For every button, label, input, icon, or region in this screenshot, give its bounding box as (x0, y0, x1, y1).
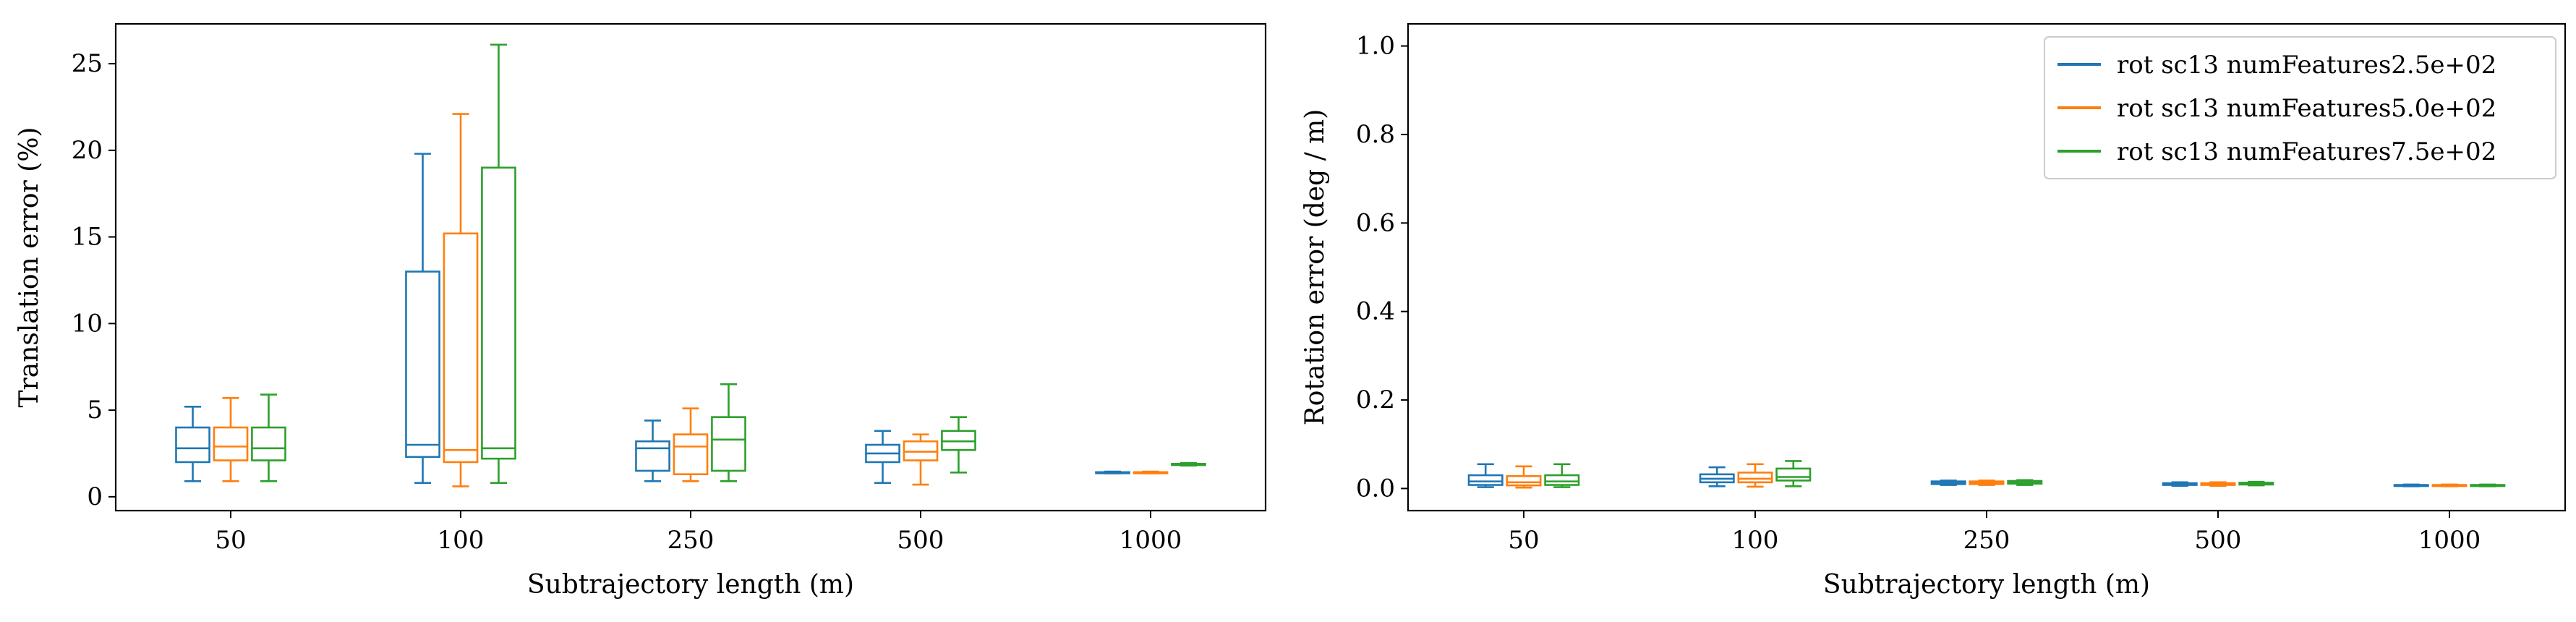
x-tick-label: 500 (2195, 526, 2242, 555)
y-tick-label: 1.0 (1356, 32, 1395, 61)
y-tick-label: 0.0 (1356, 474, 1395, 503)
y-tick-label: 0.8 (1356, 120, 1395, 149)
box-plot (443, 113, 479, 487)
box-plot (1506, 465, 1542, 489)
box-plot (481, 43, 516, 484)
y-tick-label: 5 (87, 396, 103, 425)
x-tick-label: 500 (897, 526, 944, 555)
box-plot (213, 397, 249, 482)
box-plot (941, 416, 976, 474)
x-tick-label: 1000 (1119, 526, 1182, 555)
translation-error-panel: 0 5 10 15 20 25 50 100 250 500 1000 Subtrajectory l… (14, 22, 1267, 600)
box-plot (1775, 460, 1812, 487)
box-plot (1737, 463, 1773, 488)
box-plot (2470, 483, 2506, 487)
legend-frame (2044, 36, 2556, 179)
box-plot (865, 430, 900, 484)
box-plot (1699, 466, 1735, 487)
box-plot (175, 405, 210, 482)
box-plot (2393, 483, 2429, 487)
y-tick-label: 25 (72, 49, 103, 78)
box-plot (2238, 480, 2274, 487)
y-tick-label: 0.6 (1356, 208, 1395, 237)
box-plot (1133, 470, 1169, 474)
box-plot (1467, 463, 1504, 488)
box-plot (251, 393, 286, 482)
y-axis-title: Translation error (%) (14, 127, 44, 408)
y-tick-label: 0.2 (1356, 385, 1395, 414)
legend: rot sc13 numFeatures2.5e+02 rot sc13 numF… (2044, 36, 2556, 179)
box-plot (673, 407, 709, 482)
y-tick-label: 0 (87, 482, 103, 511)
box-plot (1930, 480, 1966, 486)
x-tick-label: 250 (1963, 526, 2010, 555)
box-plot (1969, 480, 2005, 486)
box-plot (1171, 461, 1206, 467)
x-tick-label: 100 (438, 526, 485, 555)
box-plot (903, 433, 939, 486)
y-tick-label: 15 (72, 223, 103, 252)
legend-label: rot sc13 numFeatures2.5e+02 (2117, 51, 2496, 80)
x-tick-label: 50 (215, 526, 246, 555)
box-plot (635, 419, 670, 482)
legend-label: rot sc13 numFeatures7.5e+02 (2117, 137, 2496, 166)
x-tick-label: 50 (1508, 526, 1539, 555)
x-tick-label: 250 (668, 526, 715, 555)
x-axis-title: Subtrajectory length (m) (1823, 570, 2150, 600)
box-plot (711, 383, 746, 482)
y-axis-title: Rotation error (deg / m) (1300, 109, 1330, 426)
x-tick-label: 100 (1732, 526, 1779, 555)
box-plot (2200, 481, 2236, 487)
x-axis-title: Subtrajectory length (m) (527, 570, 854, 600)
box-plot (2162, 481, 2198, 487)
box-plot (2431, 483, 2468, 487)
legend-label: rot sc13 numFeatures5.0e+02 (2117, 94, 2496, 123)
y-tick-label: 20 (72, 136, 103, 165)
box-plot (405, 153, 440, 484)
y-tick-label: 10 (72, 309, 103, 338)
x-tick-label: 1000 (2418, 526, 2481, 555)
box-plot (1095, 470, 1130, 474)
box-plot (2007, 479, 2043, 486)
y-tick-label: 0.4 (1356, 297, 1395, 326)
box-plot (1544, 463, 1580, 488)
rotation-error-panel: 0.0 0.2 0.4 0.6 0.8 1.0 50 100 250 500 1000 Subtraj… (1300, 22, 2567, 600)
